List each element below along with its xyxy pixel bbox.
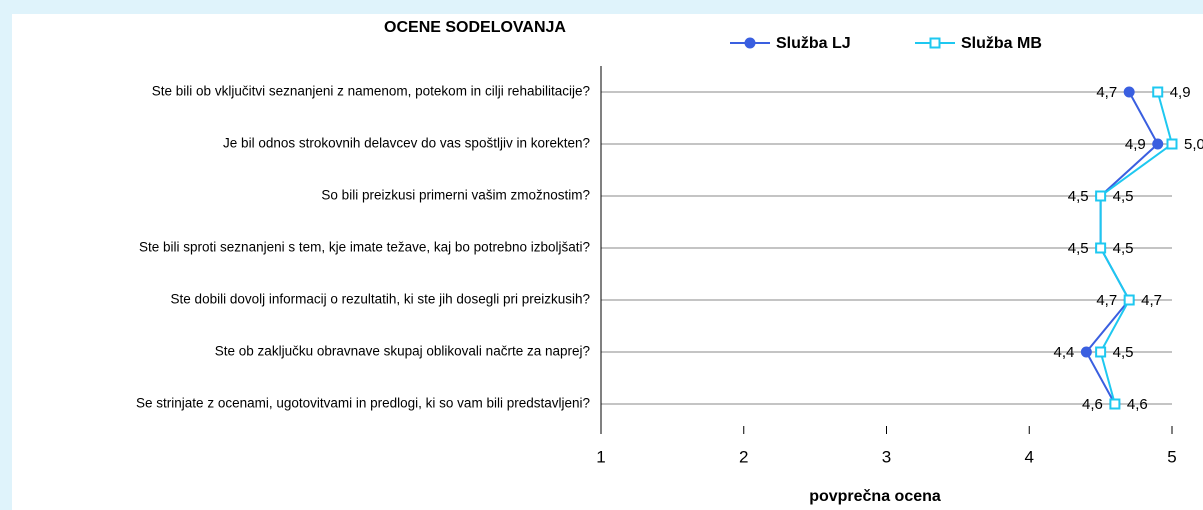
data-point <box>1109 398 1121 410</box>
data-label: 4,9 <box>1170 84 1191 101</box>
chart-panel <box>12 14 1203 510</box>
legend-label: Služba LJ <box>776 35 851 52</box>
data-label: 4,6 <box>1082 396 1103 413</box>
x-tick-label: 2 <box>739 447 748 466</box>
y-tick-label: Ste dobili dovolj informacij o rezultati… <box>171 292 590 307</box>
x-axis-label: povprečna ocena <box>809 488 941 505</box>
data-point <box>1095 242 1107 254</box>
data-label: 4,5 <box>1113 188 1134 205</box>
data-point <box>1095 346 1107 358</box>
data-point <box>1123 294 1135 306</box>
data-label: 4,5 <box>1113 240 1134 257</box>
data-point <box>1152 138 1164 150</box>
data-label: 5,0 <box>1184 136 1203 153</box>
y-tick-label: Ste ob zaključku obravnave skupaj obliko… <box>215 344 590 359</box>
data-point <box>1152 86 1164 98</box>
data-label: 4,4 <box>1053 344 1074 361</box>
data-label: 4,5 <box>1068 240 1089 257</box>
data-label: 4,5 <box>1113 344 1134 361</box>
y-tick-label: Ste bili sproti seznanjeni s tem, kje im… <box>139 240 590 255</box>
legend-marker <box>929 37 941 49</box>
y-tick-label: So bili preizkusi primerni vašim zmožnos… <box>321 188 590 203</box>
legend-marker <box>744 37 756 49</box>
data-label: 4,7 <box>1141 292 1162 309</box>
x-tick-label: 1 <box>596 447 605 466</box>
data-label: 4,5 <box>1068 188 1089 205</box>
x-tick-label: 4 <box>1025 447 1034 466</box>
x-tick-label: 3 <box>882 447 891 466</box>
chart-title: OCENE SODELOVANJA <box>384 19 566 36</box>
data-point <box>1095 190 1107 202</box>
legend-label: Služba MB <box>961 35 1042 52</box>
y-tick-label: Ste bili ob vključitvi seznanjeni z name… <box>152 84 590 99</box>
data-point <box>1080 346 1092 358</box>
data-point <box>1123 86 1135 98</box>
x-tick-label: 5 <box>1167 447 1176 466</box>
y-tick-label: Je bil odnos strokovnih delavcev do vas … <box>223 136 590 151</box>
y-tick-label: Se strinjate z ocenami, ugotovitvami in … <box>136 396 590 411</box>
data-label: 4,9 <box>1125 136 1146 153</box>
data-label: 4,6 <box>1127 396 1148 413</box>
data-point <box>1166 138 1178 150</box>
data-label: 4,7 <box>1096 292 1117 309</box>
data-label: 4,7 <box>1096 84 1117 101</box>
